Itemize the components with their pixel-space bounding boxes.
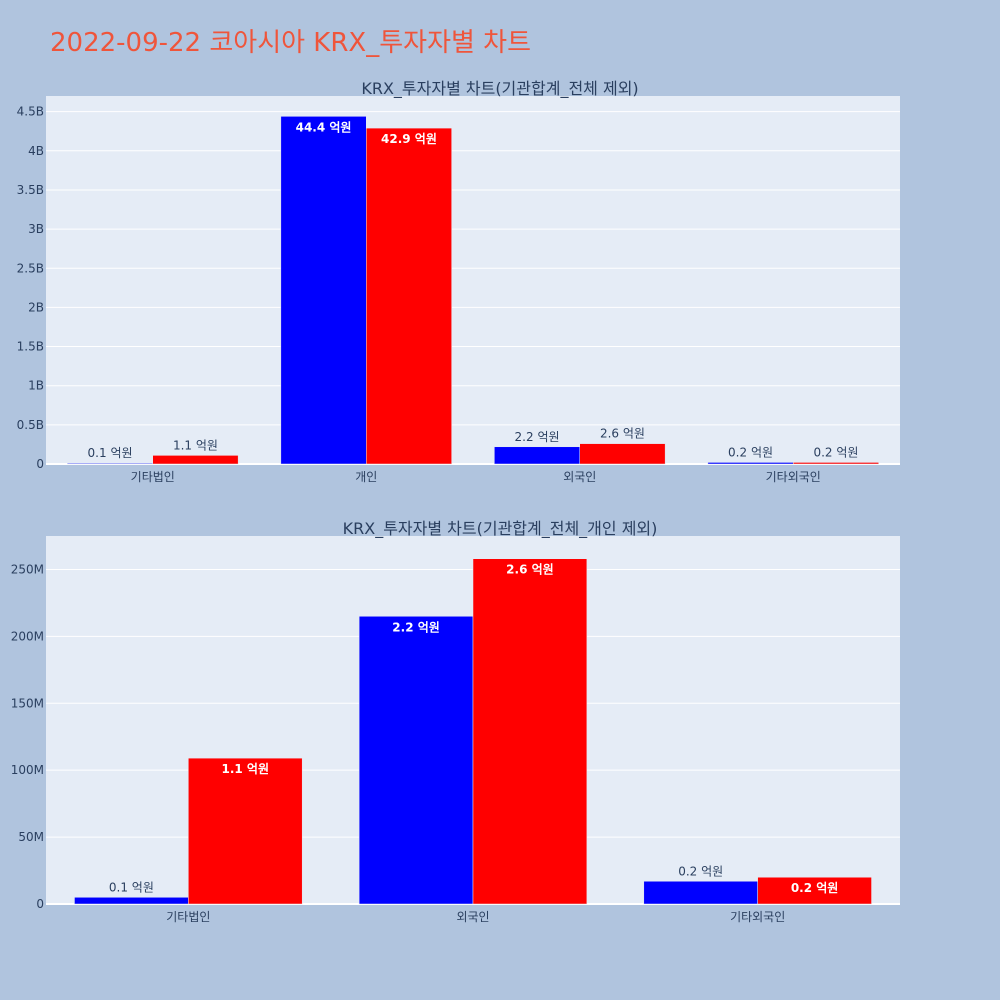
chart-1-x-tick-label: 기타법인 [131,470,175,484]
chart-1-y-tick-label: 4.5B [17,105,44,119]
chart-2-bar-2 [757,876,872,905]
chart-1-data-label: 0.1 억원 [88,446,133,460]
chart-2-bar-1 [643,881,758,905]
chart-1-title: KRX_투자자별 차트(기관합계_전체 제외) [361,79,638,99]
chart-1-data-label: 44.4 억원 [296,120,352,134]
chart-2-data-label: 2.2 억원 [392,620,440,634]
chart-1-bar-2 [152,455,239,465]
chart-1-data-label: 0.2 억원 [813,445,858,459]
chart-2-y-tick-label: 200M [11,629,44,643]
chart-2-data-label: 0.1 억원 [109,880,154,894]
chart-2-data-label: 2.6 억원 [506,563,554,577]
chart-1-data-label: 0.2 억원 [728,445,773,459]
chart-1-bar-1 [707,462,794,465]
chart-1-x-tick-label: 기타외국인 [766,470,821,484]
chart-1-bar-2 [579,443,666,465]
chart-1-bar-1 [280,116,367,465]
chart-2-title: KRX_투자자별 차트(기관합계_전체_개인 제외) [343,519,658,539]
chart-1-y-tick-label: 0.5B [17,418,44,432]
chart-2-bar-2 [188,757,303,905]
chart-2-bar-1 [74,897,189,905]
chart-1-bar-1 [494,446,581,465]
chart-1-y-tick-label: 0 [36,457,44,471]
chart-2-data-label: 0.2 억원 [791,881,839,895]
chart-1-y-tick-label: 3.5B [17,183,44,197]
chart-2-y-tick-label: 50M [18,830,44,844]
chart-1-x-tick-label: 외국인 [563,470,596,484]
chart-1-plot-area [46,96,900,464]
chart-1-y-tick-label: 3B [28,222,44,236]
chart-1-data-label: 42.9 억원 [381,132,437,146]
chart-1-y-tick-label: 1.5B [17,340,44,354]
chart-1-y-tick-label: 1B [28,379,44,393]
chart-2-y-tick-label: 0 [36,897,44,911]
chart-1-x-tick-label: 개인 [355,470,377,484]
chart-1-bar-2 [793,462,879,465]
chart-1-data-label: 1.1 억원 [173,438,218,452]
chart-1-data-label: 2.2 억원 [515,430,560,444]
page-title: 2022-09-22 코아시아 KRX_투자자별 차트 [50,28,532,58]
chart-2-x-tick-label: 기타외국인 [730,910,785,924]
chart-1-bar-1 [67,462,153,465]
chart-2-y-tick-label: 150M [11,696,44,710]
chart-1-bar-2 [366,127,452,465]
chart-2-x-tick-label: 외국인 [456,910,489,924]
chart-2-data-label: 0.2 억원 [678,864,723,878]
chart-1-y-tick-label: 2.5B [17,261,44,275]
chart-2-bar-1 [358,616,474,905]
chart-2-data-label: 1.1 억원 [222,762,270,776]
chart-2-x-tick-label: 기타법인 [166,910,210,924]
chart-1-data-label: 2.6 억원 [600,427,645,441]
chart-1-y-tick-label: 2B [28,300,44,314]
chart-2-y-tick-label: 250M [11,562,44,576]
chart-1-y-tick-label: 4B [28,144,44,158]
chart-2-bar-2 [472,558,588,905]
chart-2-y-tick-label: 100M [11,763,44,777]
